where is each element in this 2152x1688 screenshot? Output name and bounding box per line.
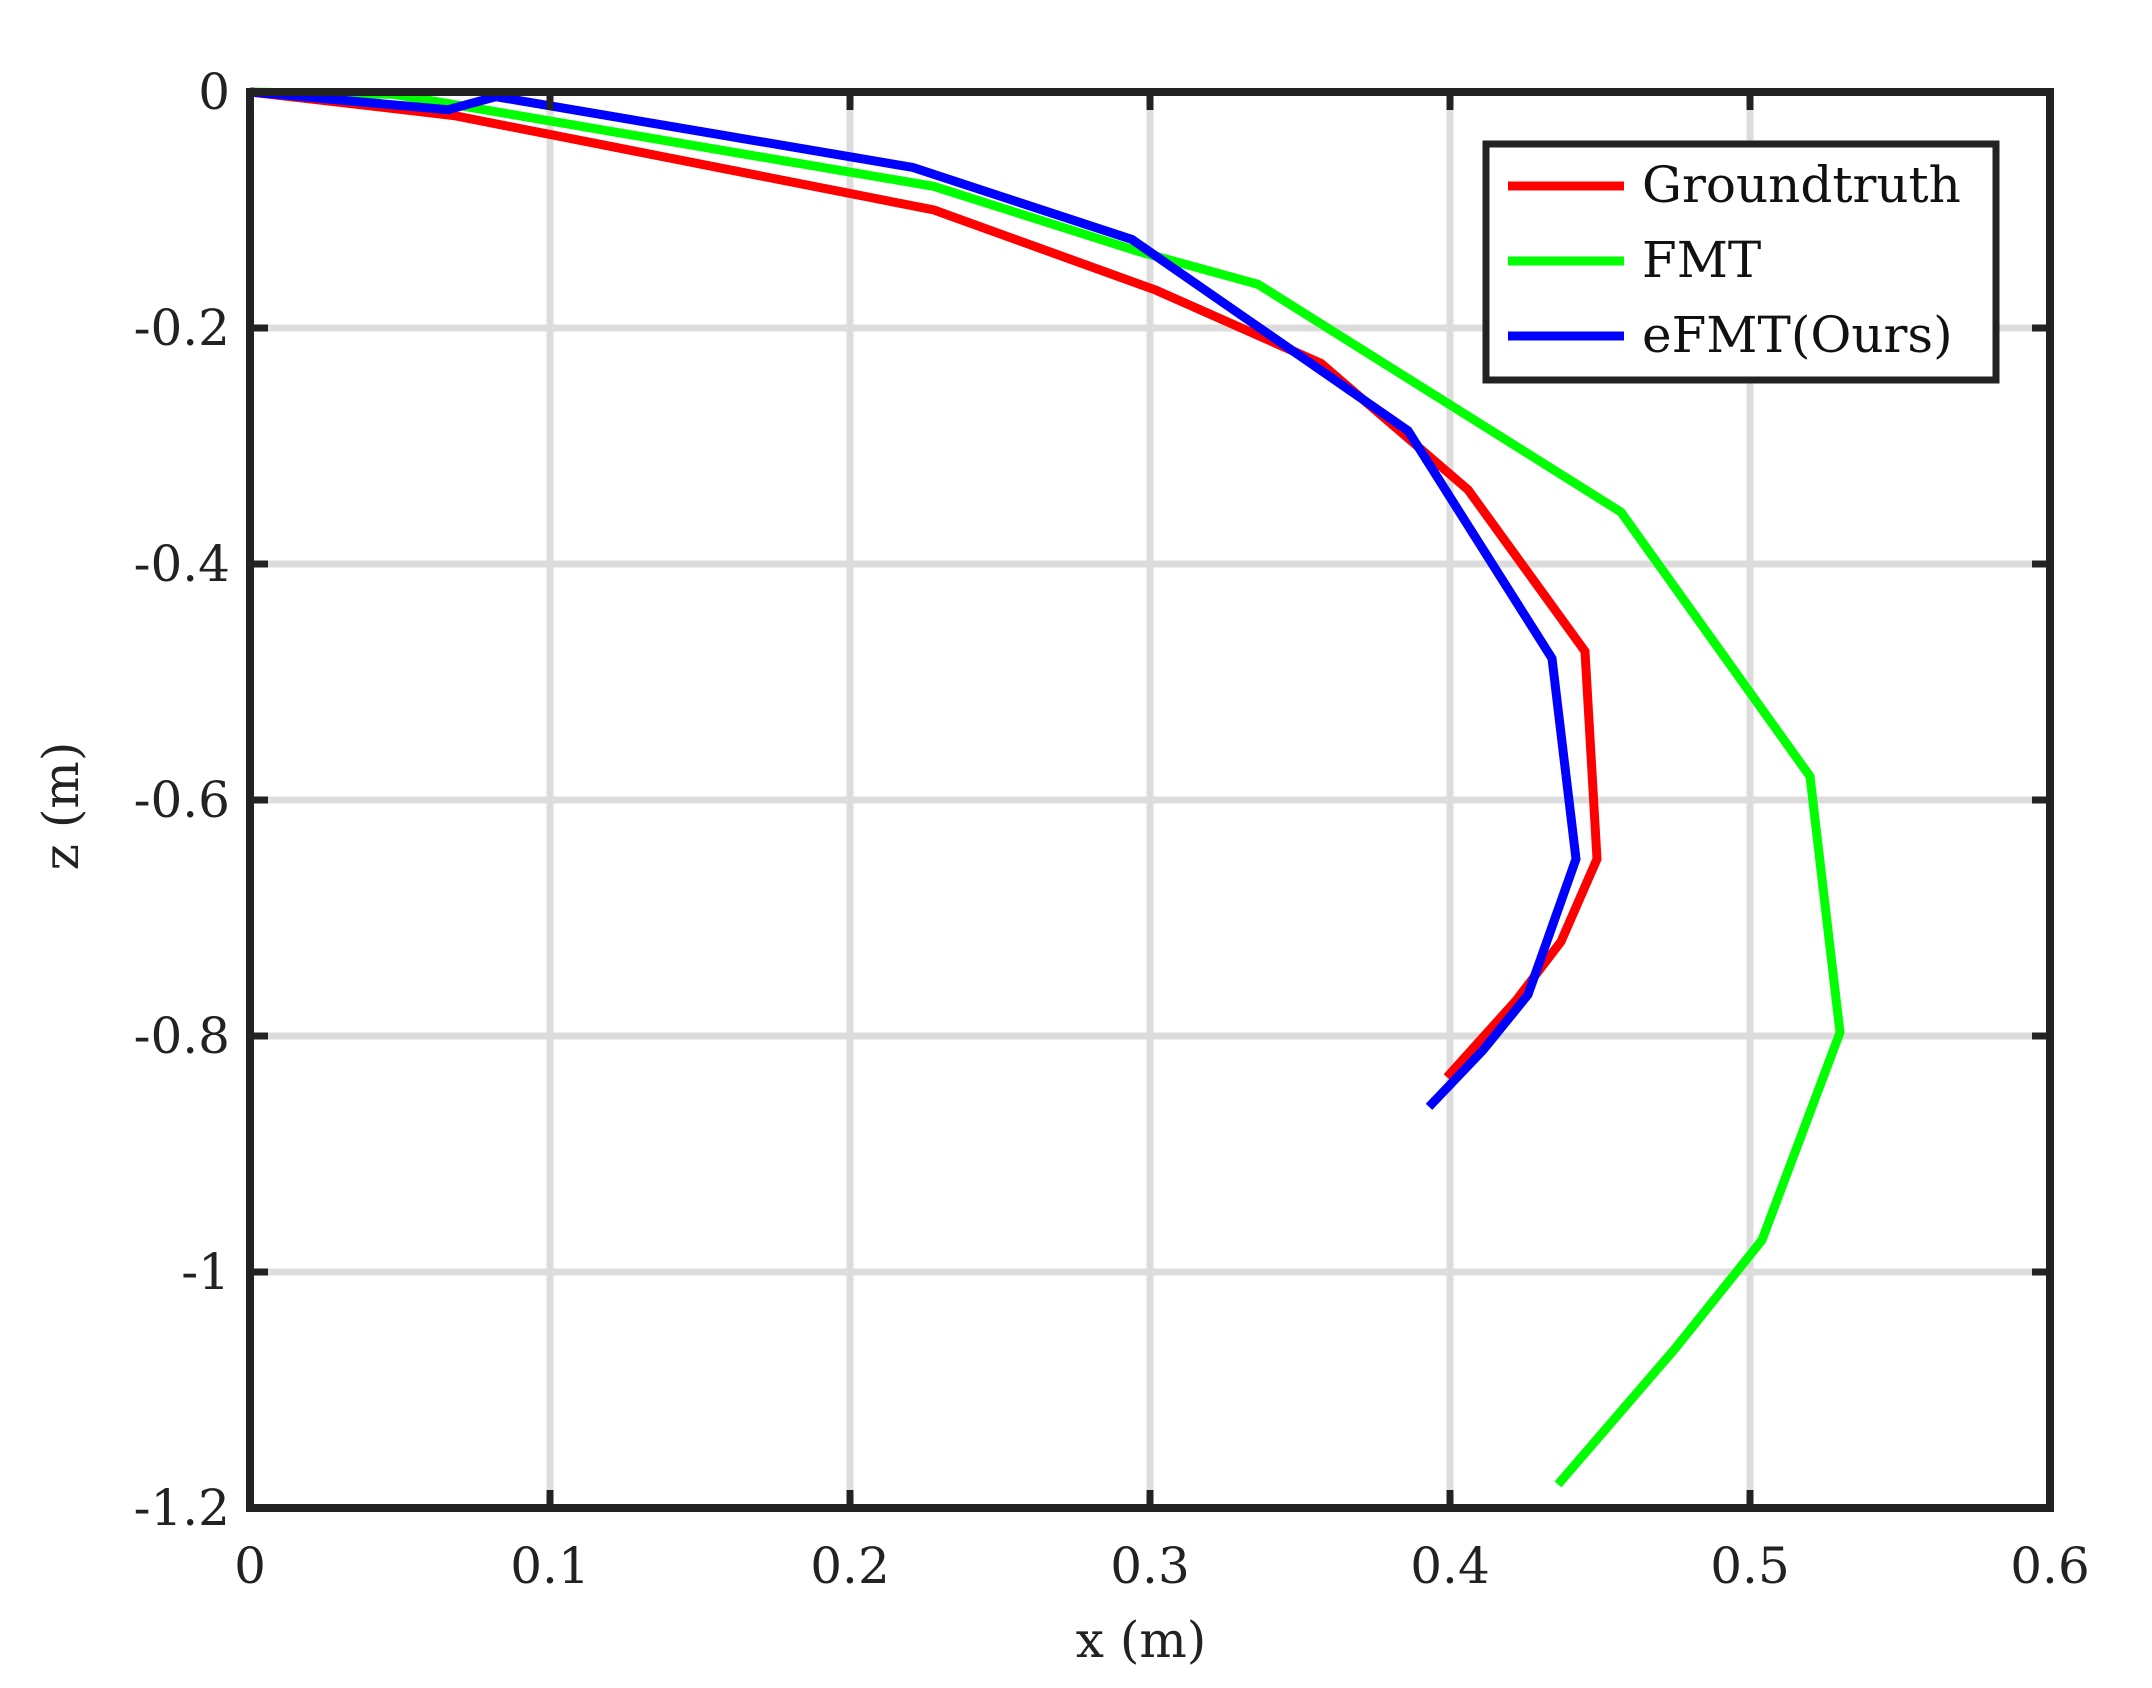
y-tick-label: -0.8 <box>134 1007 230 1065</box>
y-tick-label: 0 <box>198 63 230 121</box>
legend-label: eFMT(Ours) <box>1642 306 1953 364</box>
y-tick-label: -1.2 <box>134 1479 230 1537</box>
y-tick-label: -0.6 <box>134 771 230 829</box>
series-line-groundtruth <box>249 87 1602 1081</box>
x-tick-label: 0 <box>234 1537 266 1595</box>
legend-items: Groundtruth FMT eFMT(Ours) <box>1508 156 1961 364</box>
y-tick-label: -0.2 <box>134 299 230 357</box>
legend-label: FMT <box>1642 231 1761 289</box>
y-tick-label: -1 <box>181 1243 230 1301</box>
x-tick-label: 0.6 <box>2010 1537 2090 1595</box>
x-tick-label: 0.3 <box>1110 1537 1190 1595</box>
x-tick-labels: 0 0.1 0.2 0.3 0.4 0.5 0.6 <box>234 1537 2090 1595</box>
y-tick-labels: 0 -0.2 -0.4 -0.6 -0.8 -1 -1.2 <box>134 63 230 1537</box>
x-tick-label: 0.1 <box>510 1537 590 1595</box>
series-line-fmt <box>249 87 1845 1488</box>
x-axis-label: x (m) <box>1076 1611 1207 1669</box>
y-tick-label: -0.4 <box>134 535 230 593</box>
x-tick-label: 0.5 <box>1710 1537 1790 1595</box>
tick-marks <box>246 88 2054 1512</box>
legend-label: Groundtruth <box>1642 156 1961 214</box>
x-tick-label: 0.2 <box>810 1537 890 1595</box>
y-axis-label: z (m) <box>32 742 90 871</box>
series-line-efmt-ours <box>249 87 1581 1110</box>
series-lines <box>249 87 1845 1488</box>
legend: Groundtruth FMT eFMT(Ours) <box>1482 140 2000 384</box>
x-tick-label: 0.4 <box>1410 1537 1490 1595</box>
